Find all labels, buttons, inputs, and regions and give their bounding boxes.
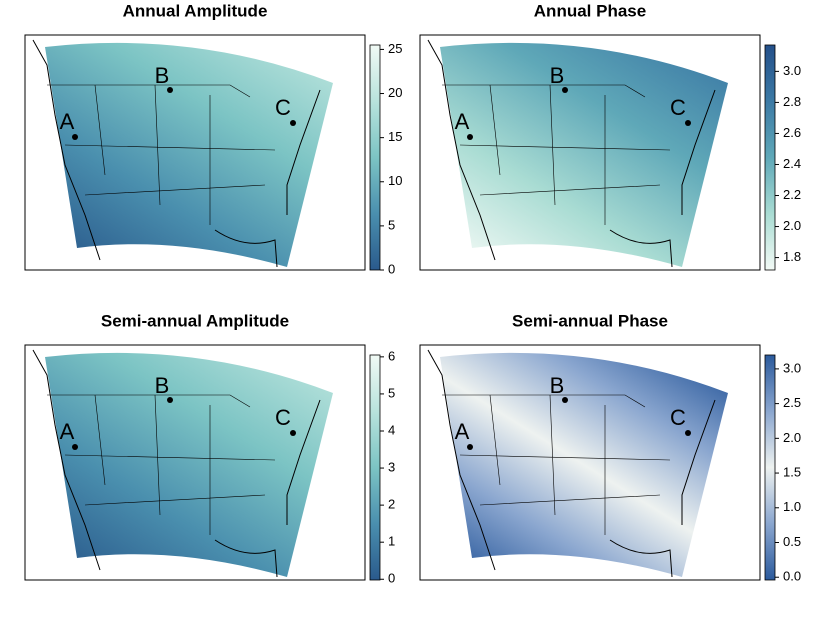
colorbar-tick-label: 5 <box>388 385 395 400</box>
colorbar-tick-label: 2.4 <box>783 156 801 171</box>
coastline <box>32 349 321 578</box>
colorbar-tick-label: 2.5 <box>783 395 801 410</box>
colorbar-tick-label: 2.2 <box>783 187 801 202</box>
colorbar-tick-label: 2 <box>388 497 395 512</box>
site-dot <box>467 134 473 140</box>
colorbar-tick-label: 10 <box>388 173 402 188</box>
site-label: C <box>670 405 686 430</box>
colorbar <box>764 354 776 581</box>
borders <box>47 84 276 225</box>
panel-title: Semi-annual Amplitude <box>101 311 289 330</box>
panel-title: Annual Amplitude <box>123 1 268 20</box>
site-label: A <box>455 109 470 134</box>
colorbar-tick-label: 0.5 <box>783 534 801 549</box>
map-field <box>440 42 728 267</box>
site-label: B <box>155 373 170 398</box>
site-label: B <box>550 63 565 88</box>
site-dot <box>167 87 173 93</box>
borders <box>442 84 671 225</box>
site-label: B <box>550 373 565 398</box>
colorbar-tick-label: 3 <box>388 459 395 474</box>
site-label: A <box>60 419 75 444</box>
coastline <box>427 349 716 578</box>
colorbar-tick-label: 1.8 <box>783 249 801 264</box>
site-dot <box>562 397 568 403</box>
map-field <box>440 352 728 577</box>
colorbar-tick-label: 0 <box>388 571 395 586</box>
colorbar-tick-label: 25 <box>388 41 402 56</box>
site-dot <box>290 120 296 126</box>
colorbar <box>764 44 776 271</box>
colorbar <box>369 354 381 581</box>
site-dot <box>72 134 78 140</box>
colorbar-tick-label: 5 <box>388 217 395 232</box>
colorbar-tick-label: 2.6 <box>783 125 801 140</box>
map-field <box>45 42 333 267</box>
colorbar-tick-label: 6 <box>388 348 395 363</box>
colorbar-tick-label: 1.0 <box>783 499 801 514</box>
panel-title: Semi-annual Phase <box>512 311 668 330</box>
colorbar-tick-label: 1 <box>388 534 395 549</box>
site-dot <box>167 397 173 403</box>
colorbar-tick-label: 1.5 <box>783 464 801 479</box>
site-label: A <box>455 419 470 444</box>
site-dot <box>467 444 473 450</box>
site-label: C <box>670 95 686 120</box>
colorbar <box>369 44 381 271</box>
site-label: C <box>275 95 291 120</box>
coastline <box>32 39 321 268</box>
colorbar-tick-label: 3.0 <box>783 360 801 375</box>
map-field <box>45 352 333 577</box>
colorbar-tick-label: 2.8 <box>783 94 801 109</box>
colorbar-tick-label: 0 <box>388 261 395 276</box>
borders <box>442 394 671 535</box>
site-dot <box>290 430 296 436</box>
colorbar-tick-label: 0.0 <box>783 569 801 584</box>
site-dot <box>685 430 691 436</box>
colorbar-tick-label: 2.0 <box>783 218 801 233</box>
colorbar-tick-label: 4 <box>388 422 395 437</box>
site-dot <box>562 87 568 93</box>
site-dot <box>685 120 691 126</box>
site-dot <box>72 444 78 450</box>
coastline <box>427 39 716 268</box>
borders <box>47 394 276 535</box>
colorbar-tick-label: 15 <box>388 129 402 144</box>
panel-title: Annual Phase <box>534 1 646 20</box>
site-label: A <box>60 109 75 134</box>
colorbar-tick-label: 3.0 <box>783 63 801 78</box>
colorbar-tick-label: 2.0 <box>783 430 801 445</box>
colorbar-tick-label: 20 <box>388 85 402 100</box>
site-label: B <box>155 63 170 88</box>
site-label: C <box>275 405 291 430</box>
